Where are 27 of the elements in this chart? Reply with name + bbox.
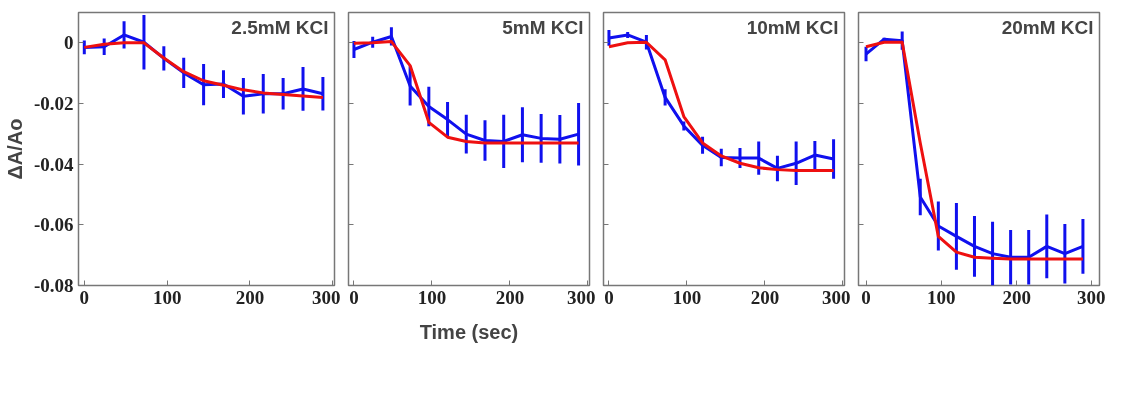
y-tick-label: -0.08 [33, 275, 74, 296]
x-tick-label: 100 [152, 286, 182, 308]
annotation: 2.5mM KCl [231, 16, 329, 38]
x-tick-label: 300 [567, 286, 596, 308]
x-tick-label: 300 [822, 286, 851, 308]
x-tick-label: 200 [235, 286, 265, 308]
x-tick-label: 300 [1077, 286, 1106, 308]
x-tick-label: 200 [495, 286, 525, 308]
y-axis-title: ΔA/Ao [3, 118, 26, 180]
x-tick-label: 0 [861, 286, 871, 308]
y-tick-label: -0.02 [33, 93, 74, 114]
annotation: 20mM KCl [1001, 16, 1094, 38]
x-tick-label: 100 [417, 286, 447, 308]
annotation: 5mM KCl [502, 16, 584, 38]
x-axis-title: Time (sec) [419, 320, 519, 343]
x-tick-label: 0 [79, 286, 90, 308]
annotation: 10mM KCl [746, 16, 839, 38]
x-tick-label: 100 [672, 286, 702, 308]
x-tick-label: 0 [604, 286, 614, 308]
x-tick-label: 0 [349, 286, 359, 308]
y-tick-label: -0.06 [33, 214, 74, 236]
x-tick-label: 200 [1002, 286, 1031, 308]
y-tick-label: -0.04 [33, 153, 74, 175]
x-tick-label: 200 [750, 286, 780, 308]
x-tick-label: 100 [927, 286, 956, 308]
y-tick-label: 0 [64, 32, 74, 54]
x-tick-label: 300 [312, 286, 341, 308]
